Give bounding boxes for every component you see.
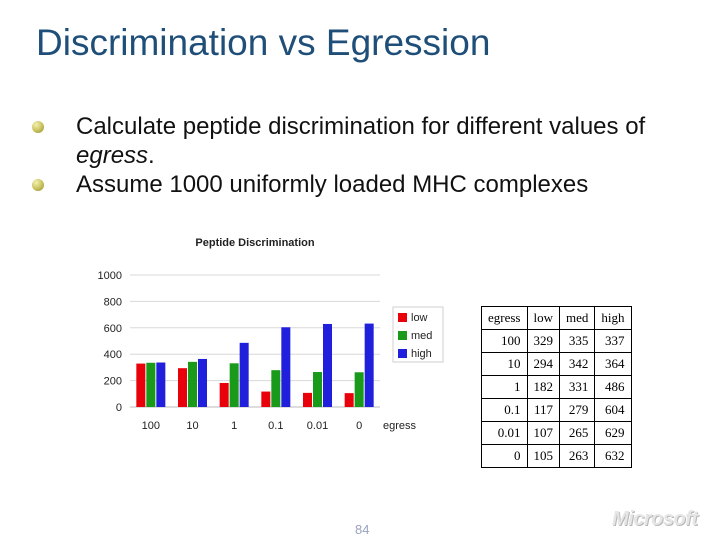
table-row: 1 182 331 486	[481, 375, 632, 399]
table-cell: 342	[558, 352, 596, 376]
table-cell: 107	[526, 421, 560, 445]
bar	[313, 372, 322, 407]
bar	[354, 372, 364, 407]
x-tick-label: 0	[356, 420, 362, 432]
table-header: high	[594, 306, 632, 330]
table-header: low	[526, 306, 560, 330]
bar	[136, 363, 146, 407]
bullet-text-end: .	[148, 142, 155, 169]
table-cell: 100	[481, 329, 528, 353]
bar	[271, 370, 281, 407]
legend-label: high	[411, 348, 432, 360]
x-tick-label: 0.01	[307, 420, 328, 432]
y-tick-label: 0	[116, 402, 122, 414]
table-row: 10 294 342 364	[481, 352, 632, 376]
bar	[281, 327, 291, 407]
bullet-emphasis: egress	[76, 142, 149, 169]
bar	[344, 393, 354, 407]
table-cell: 263	[558, 444, 596, 468]
egress-table: egress low med high 100 329 335 337 10 294 342…	[481, 306, 632, 468]
table-cell: 10	[481, 352, 528, 376]
table-header: med	[558, 306, 596, 330]
table-cell: 0.01	[481, 421, 528, 445]
table-cell: 0.1	[481, 398, 528, 422]
chart-title: Peptide Discrimination	[195, 237, 314, 249]
y-tick-label: 400	[104, 349, 122, 361]
table-cell: 604	[594, 398, 632, 422]
table-header-row: egress low med high	[481, 306, 632, 330]
table-cell: 182	[526, 375, 560, 399]
legend-label: med	[411, 330, 432, 342]
legend-swatch	[398, 331, 407, 340]
x-tick-label: 100	[142, 420, 160, 432]
table-cell: 1	[481, 375, 528, 399]
table-row: 0.1 117 279 604	[481, 398, 632, 422]
bullet-item: Calculate peptide discrimination for dif…	[32, 112, 692, 170]
bar	[364, 323, 374, 407]
page-number: 84	[355, 522, 370, 537]
table-cell: 337	[594, 329, 632, 353]
y-tick-label: 200	[104, 376, 122, 388]
table-cell: 364	[594, 352, 632, 376]
bullet-list: Calculate peptide discrimination for dif…	[32, 112, 692, 199]
bullet-dot-icon	[32, 121, 44, 133]
bar	[146, 362, 156, 407]
microsoft-logo: Microsoft	[612, 508, 698, 530]
y-tick-label: 800	[104, 296, 122, 308]
table-cell: 335	[558, 329, 596, 353]
x-tick-label: 10	[186, 420, 198, 432]
table-cell: 279	[558, 398, 596, 422]
table-cell: 329	[526, 329, 560, 353]
bar	[239, 342, 249, 407]
slide-title: Discrimination vs Egression	[36, 22, 491, 63]
y-tick-label: 1000	[98, 270, 122, 282]
bar	[156, 362, 166, 407]
bullet-text: Assume 1000 uniformly loaded MHC complex…	[76, 171, 589, 198]
bar	[198, 358, 207, 407]
bar	[323, 323, 332, 407]
x-axis-label: egress	[383, 420, 417, 432]
legend-swatch	[398, 313, 407, 322]
table-header: egress	[481, 306, 528, 330]
table-cell: 117	[526, 398, 560, 422]
bar	[188, 361, 197, 407]
bullet-dot-icon	[32, 179, 44, 191]
table-cell: 0	[481, 444, 528, 468]
table-cell: 629	[594, 421, 632, 445]
bar-chart: Peptide Discrimination020040060080010001…	[98, 237, 444, 432]
table-cell: 486	[594, 375, 632, 399]
bar	[178, 368, 187, 407]
x-tick-label: 0.1	[268, 420, 283, 432]
table-cell: 331	[558, 375, 596, 399]
table-cell: 294	[526, 352, 560, 376]
y-tick-label: 600	[104, 323, 122, 335]
table-row: 0.01 107 265 629	[481, 421, 632, 445]
bar	[229, 363, 239, 407]
table-row: 0 105 263 632	[481, 444, 632, 468]
table-cell: 105	[526, 444, 560, 468]
bullet-text: Calculate peptide discrimination for dif…	[76, 113, 646, 140]
bar	[303, 392, 312, 407]
bullet-item: Assume 1000 uniformly loaded MHC complex…	[32, 170, 692, 199]
table-cell: 632	[594, 444, 632, 468]
legend-swatch	[398, 349, 407, 358]
bar	[261, 391, 271, 407]
bar	[219, 382, 229, 407]
table-cell: 265	[558, 421, 596, 445]
table-row: 100 329 335 337	[481, 329, 632, 353]
x-tick-label: 1	[231, 420, 237, 432]
legend-label: low	[411, 312, 428, 324]
